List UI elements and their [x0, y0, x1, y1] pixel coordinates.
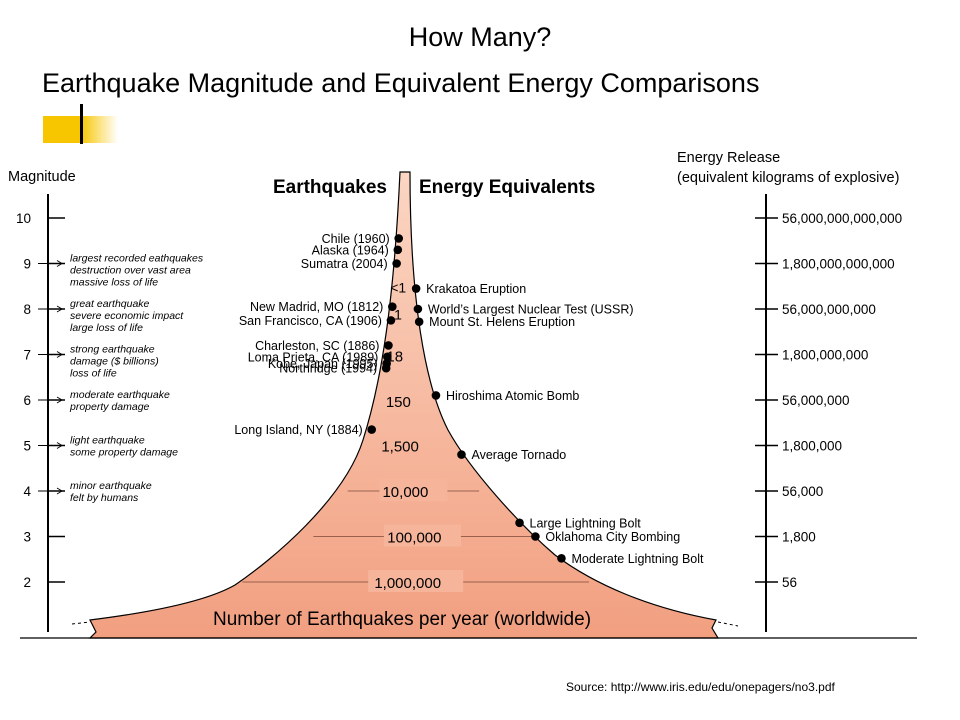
energy-event-dot [413, 304, 423, 314]
magnitude-description-line: some property damage [70, 447, 178, 459]
count-label-bg [368, 570, 464, 592]
earthquake-event-dot [393, 245, 403, 255]
energy-event-label: Average Tornado [471, 448, 566, 462]
description-arrow [38, 351, 63, 358]
energy-tick-label: 56,000,000,000 [782, 302, 876, 317]
earthquake-event-label: Alaska (1964) [312, 243, 389, 257]
energy-tick-label: 56,000,000 [782, 393, 850, 408]
slide-title: How Many? [408, 22, 552, 52]
energy-event-label: Hiroshima Atomic Bomb [446, 389, 579, 403]
magnitude-description-line: light earthquake [70, 435, 145, 447]
description-arrow [38, 260, 63, 267]
earthquake-event-label: New Madrid, MO (1812) [250, 300, 383, 314]
magnitude-description-line: destruction over vast area [70, 265, 191, 277]
magnitude-description-line: minor earthquake [70, 480, 152, 492]
description-arrow [38, 442, 63, 449]
energy-tick-label: 56,000 [782, 484, 823, 499]
earthquake-event-dot [394, 234, 404, 243]
magnitude-axis-label: Magnitude [8, 169, 76, 185]
energy-event-dot [557, 554, 566, 563]
magnitude-tick-label: 4 [23, 484, 31, 499]
energy-tick-label: 1,800 [782, 530, 816, 545]
magnitude-tick-label: 9 [23, 257, 31, 272]
magnitude-tick-label: 5 [23, 439, 31, 454]
earthquake-event-dot [383, 352, 392, 362]
energy-event-dot [411, 284, 421, 293]
magnitude-description-line: strong earthquake [70, 344, 155, 356]
energy-tick-label: 56 [782, 575, 797, 590]
earthquake-event-label: Sumatra (2004) [301, 257, 388, 271]
magnitude-description-line: severe economic impact [70, 310, 184, 322]
earthquake-event-dot [384, 341, 393, 350]
count-label: 1 [394, 307, 402, 323]
energy-event-label: World’s Largest Nuclear Test (USSR) [428, 303, 634, 317]
description-arrow [38, 396, 63, 404]
magnitude-description-line: massive loss of life [70, 277, 158, 289]
magnitude-tick-label: 8 [23, 302, 31, 317]
magnitude-description-line: large loss of life [70, 322, 143, 334]
energy-event-dot [414, 317, 424, 327]
energy-event-label: Moderate Lightning Bolt [571, 552, 704, 566]
description-arrow [38, 305, 63, 313]
energy-event-dot [457, 450, 466, 459]
energy-equivalents-heading: Energy Equivalents [419, 177, 595, 198]
count-label-bg [383, 524, 461, 547]
magnitude-tick-label: 2 [23, 575, 31, 590]
magnitude-description-line: damage ($ billions) [70, 356, 159, 368]
magnitude-tick-label: 3 [23, 530, 31, 545]
earthquake-event-dot [386, 316, 396, 325]
magnitude-description-line: moderate earthquake [70, 389, 170, 401]
funnel-base-label: Number of Earthquakes per year (worldwid… [213, 609, 591, 630]
energy-tick-label: 56,000,000,000,000 [782, 211, 902, 226]
magnitude-tick-label: 6 [23, 393, 31, 408]
slide-subtitle: Earthquake Magnitude and Equivalent Ener… [42, 68, 760, 98]
earthquake-event-label: Kobe, Japan (1995) [268, 357, 378, 371]
description-arrow [38, 487, 63, 495]
magnitude-tick-label: 10 [16, 211, 31, 226]
energy-tick-label: 1,800,000 [782, 439, 842, 454]
count-label: 100,000 [387, 530, 441, 547]
earthquake-event-dot [367, 425, 376, 434]
magnitude-description-line: felt by humans [70, 492, 139, 504]
energy-event-label: Oklahoma City Bombing [545, 530, 680, 544]
count-label: <1 [390, 279, 406, 295]
energy-tick-label: 1,800,000,000,000 [782, 257, 895, 272]
earthquakes-heading: Earthquakes [273, 177, 387, 198]
energy-tick-label: 1,800,000,000 [782, 348, 868, 363]
earthquake-event-dot [381, 363, 391, 373]
energy-event-label: Large Lightning Bolt [530, 516, 642, 530]
magnitude-description-line: property damage [69, 401, 150, 413]
magnitude-description-line: great earthquake [70, 298, 150, 310]
energy-event-dot [515, 518, 524, 528]
count-label: 1,000,000 [374, 575, 441, 592]
earthquake-event-label: Northridge (1994) [279, 362, 377, 376]
earthquake-event-label: Long Island, NY (1884) [234, 423, 362, 437]
earthquake-event-dot [388, 302, 397, 312]
earthquake-event-label: Chile (1960) [322, 232, 390, 246]
source-note: Source: http://www.iris.edu/edu/onepager… [566, 680, 835, 694]
energy-axis-sublabel: (equivalent kilograms of explosive) [677, 170, 899, 186]
earthquake-event-label: Loma Prieta, CA (1989) [248, 350, 379, 364]
count-label: 150 [386, 394, 411, 411]
magnitude-description-line: loss of life [70, 368, 117, 380]
earthquake-event-dot [392, 259, 401, 268]
count-label: 1,500 [381, 439, 419, 456]
count-label: 10,000 [382, 484, 428, 501]
magnitude-description-line: largest recorded eathquakes [70, 253, 204, 265]
accent-tick [80, 104, 83, 144]
earthquake-event-label: Charleston, SC (1886) [255, 339, 379, 353]
magnitude-tick-label: 7 [23, 348, 31, 363]
energy-axis-label: Energy Release [677, 150, 780, 166]
count-label: 18 [386, 348, 403, 365]
energy-event-label: Mount St. Helens Eruption [429, 315, 575, 329]
earthquake-event-label: San Francisco, CA (1906) [239, 314, 382, 328]
energy-event-dot [531, 532, 540, 541]
energy-event-label: Krakatoa Eruption [426, 282, 526, 296]
energy-event-dot [431, 391, 441, 400]
count-label-bg [379, 479, 448, 501]
